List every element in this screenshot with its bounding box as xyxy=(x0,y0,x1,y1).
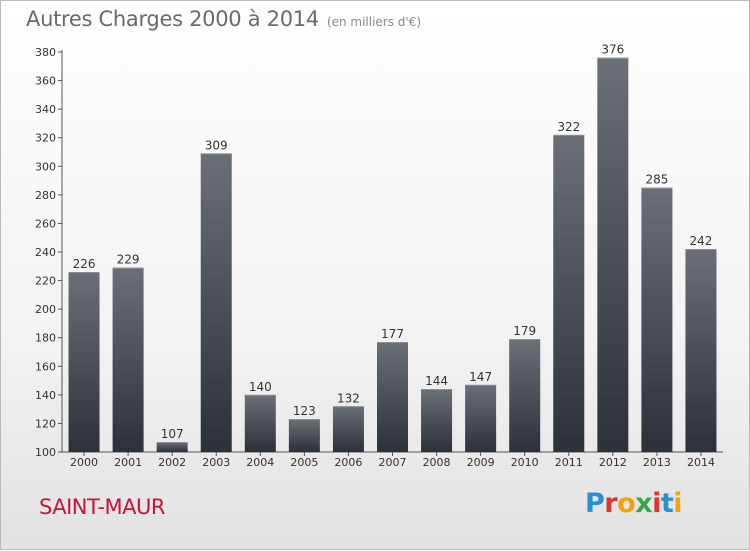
y-tick-label: 260 xyxy=(35,217,56,230)
x-tick-label-2001: 2001 xyxy=(114,456,142,469)
x-tick-label-2005: 2005 xyxy=(290,456,318,469)
proxiti-logo: Proxiti xyxy=(585,488,683,519)
x-tick-label-2000: 2000 xyxy=(70,456,98,469)
bar-2004 xyxy=(244,394,276,452)
y-tick-label: 180 xyxy=(35,332,56,345)
data-label-2002: 107 xyxy=(161,427,184,441)
bar-2001 xyxy=(112,267,144,452)
data-label-2013: 285 xyxy=(645,173,668,187)
data-label-2003: 309 xyxy=(205,138,228,152)
x-tick-label-2012: 2012 xyxy=(599,456,627,469)
y-axis: 100 120 140 160 180 200 220 240 260 280 300 320 340 3… xyxy=(35,46,63,459)
bar-2008 xyxy=(421,389,453,452)
bar-2009 xyxy=(465,384,497,452)
y-tick-label: 100 xyxy=(35,446,56,459)
bar-2003 xyxy=(200,153,232,452)
data-label-2012: 376 xyxy=(601,43,624,57)
x-tick-label-2006: 2006 xyxy=(334,456,362,469)
data-labels: 226 229 107 309 140 123 132 177 144 147 179 322 376 2… xyxy=(73,43,713,441)
x-tick-label-2011: 2011 xyxy=(555,456,583,469)
data-label-2008: 144 xyxy=(425,374,448,388)
x-tick-label-2010: 2010 xyxy=(511,456,539,469)
bar-2000 xyxy=(68,272,100,452)
bar-2011 xyxy=(553,134,585,452)
y-tick-label: 280 xyxy=(35,189,56,202)
y-tick-label: 240 xyxy=(35,246,56,259)
y-tick-label: 380 xyxy=(35,46,56,59)
chart-title: Autres Charges 2000 à 2014 (en milliers d… xyxy=(26,7,421,31)
bar-2002 xyxy=(156,442,188,452)
data-label-2014: 242 xyxy=(690,234,713,248)
x-tick-label-2007: 2007 xyxy=(379,456,407,469)
data-label-2004: 140 xyxy=(249,380,272,394)
y-tick-label: 220 xyxy=(35,275,56,288)
y-tick-label: 320 xyxy=(35,132,56,145)
y-tick-label: 360 xyxy=(35,75,56,88)
y-tick-label: 300 xyxy=(35,160,56,173)
x-tick-label-2014: 2014 xyxy=(687,456,715,469)
x-tick-label-2013: 2013 xyxy=(643,456,671,469)
data-label-2000: 226 xyxy=(73,257,96,271)
city-name: SAINT-MAUR xyxy=(39,495,165,519)
data-label-2006: 132 xyxy=(337,391,360,405)
x-axis: 2000 2001 2002 2003 2004 2005 2006 2007 2008 2009… xyxy=(62,451,723,469)
data-label-2011: 322 xyxy=(557,120,580,134)
y-tick-label: 160 xyxy=(35,360,56,373)
bar-2005 xyxy=(288,419,320,452)
bar-2013 xyxy=(641,187,673,452)
x-tick-label-2008: 2008 xyxy=(423,456,451,469)
bar-2006 xyxy=(332,406,364,452)
y-tick-label: 200 xyxy=(35,303,56,316)
bar-2014 xyxy=(685,249,717,452)
data-label-2005: 123 xyxy=(293,404,316,418)
bars xyxy=(68,57,717,452)
x-tick-label-2003: 2003 xyxy=(202,456,230,469)
x-tick-label-2002: 2002 xyxy=(158,456,186,469)
bar-2007 xyxy=(377,342,408,452)
chart-title-text: Autres Charges 2000 à 2014 xyxy=(26,7,319,31)
data-label-2007: 177 xyxy=(381,327,404,341)
data-label-2009: 147 xyxy=(469,370,492,384)
bar-2010 xyxy=(509,339,541,452)
y-tick-label: 140 xyxy=(35,389,56,402)
x-tick-label-2004: 2004 xyxy=(246,456,274,469)
data-label-2010: 179 xyxy=(513,324,536,338)
y-tick-label: 120 xyxy=(35,417,56,430)
data-label-2001: 229 xyxy=(117,253,140,267)
bar-2012 xyxy=(597,57,629,452)
y-tick-label: 340 xyxy=(35,103,56,116)
chart-subtitle: (en milliers d'€) xyxy=(326,15,422,29)
x-tick-label-2009: 2009 xyxy=(467,456,495,469)
